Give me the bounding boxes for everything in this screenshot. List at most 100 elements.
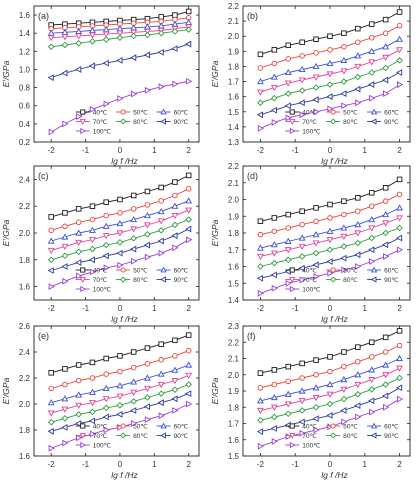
data-point [368, 190, 375, 196]
y-tick-label: 1.6 [19, 11, 31, 20]
data-point [313, 205, 319, 211]
data-point [48, 370, 54, 376]
legend-marker [120, 118, 127, 125]
legend-marker [330, 109, 336, 115]
data-series [257, 191, 403, 238]
legend-label: 60℃ [384, 423, 399, 430]
data-point [313, 273, 320, 280]
data-point [48, 283, 55, 291]
legend-marker [120, 267, 126, 273]
data-point [270, 271, 277, 279]
data-point [89, 38, 96, 45]
data-point [354, 63, 362, 71]
data-point [354, 239, 362, 247]
y-tick-label: 0.6 [19, 102, 31, 111]
legend-marker [370, 276, 377, 283]
y-tick-label: 1.8 [19, 256, 31, 265]
x-tick-label: -1 [82, 146, 90, 155]
data-point [185, 361, 193, 368]
data-point [61, 243, 69, 250]
data-point [62, 381, 68, 388]
data-point [186, 400, 193, 408]
data-point [130, 364, 137, 371]
data-point [75, 219, 82, 226]
data-point [354, 85, 361, 93]
legend-marker [120, 423, 126, 429]
data-point [340, 407, 347, 414]
data-point [144, 86, 152, 94]
data-point [89, 375, 96, 381]
y-tick-label: 1.8 [228, 403, 240, 412]
data-point [313, 50, 319, 56]
data-series [256, 69, 403, 119]
data-point [172, 12, 178, 18]
data-series [47, 361, 193, 406]
data-point [76, 113, 83, 121]
data-point [89, 245, 96, 253]
data-point [157, 381, 165, 389]
data-point [368, 234, 376, 242]
data-series [47, 40, 192, 82]
data-point [130, 349, 137, 355]
data-series [257, 246, 404, 297]
data-point [369, 408, 376, 416]
data-point [257, 385, 264, 391]
legend-label: 40℃ [302, 423, 317, 430]
data-point [271, 413, 278, 421]
data-point [144, 222, 151, 229]
data-series [257, 57, 403, 106]
data-point [271, 215, 278, 221]
data-point [88, 256, 96, 264]
data-point [75, 239, 83, 246]
data-point [185, 216, 192, 223]
y-tick-label: 1.8 [228, 229, 240, 238]
data-point [327, 269, 334, 277]
data-point [256, 89, 264, 96]
legend-marker [120, 109, 126, 115]
data-point [257, 99, 264, 106]
data-point [157, 370, 165, 377]
legend: 40℃ 50℃ 60℃ 70℃ 80℃ 90℃ 100℃ [285, 422, 399, 449]
data-point [130, 245, 137, 253]
data-point [298, 407, 306, 414]
data-point [341, 211, 347, 218]
data-point [47, 399, 55, 406]
data-point [368, 69, 376, 76]
data-point [312, 415, 319, 423]
x-tick-label: 2 [186, 146, 191, 155]
series-line [260, 179, 400, 222]
data-series [47, 225, 192, 274]
data-point [89, 226, 96, 233]
data-point [257, 263, 264, 270]
y-tick-label: 2.3 [228, 322, 240, 331]
data-point [185, 8, 192, 15]
data-point [88, 417, 96, 425]
data-point [396, 81, 404, 88]
data-point [116, 220, 124, 227]
data-point [313, 372, 319, 378]
y-tick-label: 1.4 [228, 123, 240, 132]
legend-label: 50℃ [343, 267, 358, 274]
data-point [312, 62, 320, 70]
data-point [284, 237, 292, 244]
legend-marker [330, 118, 337, 125]
data-point [299, 39, 305, 46]
legend-marker [330, 276, 337, 283]
legend-marker [80, 423, 86, 429]
data-point [284, 256, 292, 264]
y-tick-label: 1.5 [228, 279, 240, 288]
data-point [171, 395, 178, 403]
data-point [89, 237, 96, 244]
data-point [61, 41, 69, 49]
data-point [157, 237, 164, 245]
data-point [117, 95, 124, 102]
x-axis-label: lg f /Hz [111, 314, 138, 324]
data-point [368, 354, 375, 360]
x-tick-label: -1 [82, 460, 90, 469]
data-point [186, 77, 193, 85]
data-series [256, 35, 403, 85]
legend-label: 60℃ [174, 267, 189, 274]
data-point [144, 416, 152, 424]
data-point [284, 102, 291, 110]
